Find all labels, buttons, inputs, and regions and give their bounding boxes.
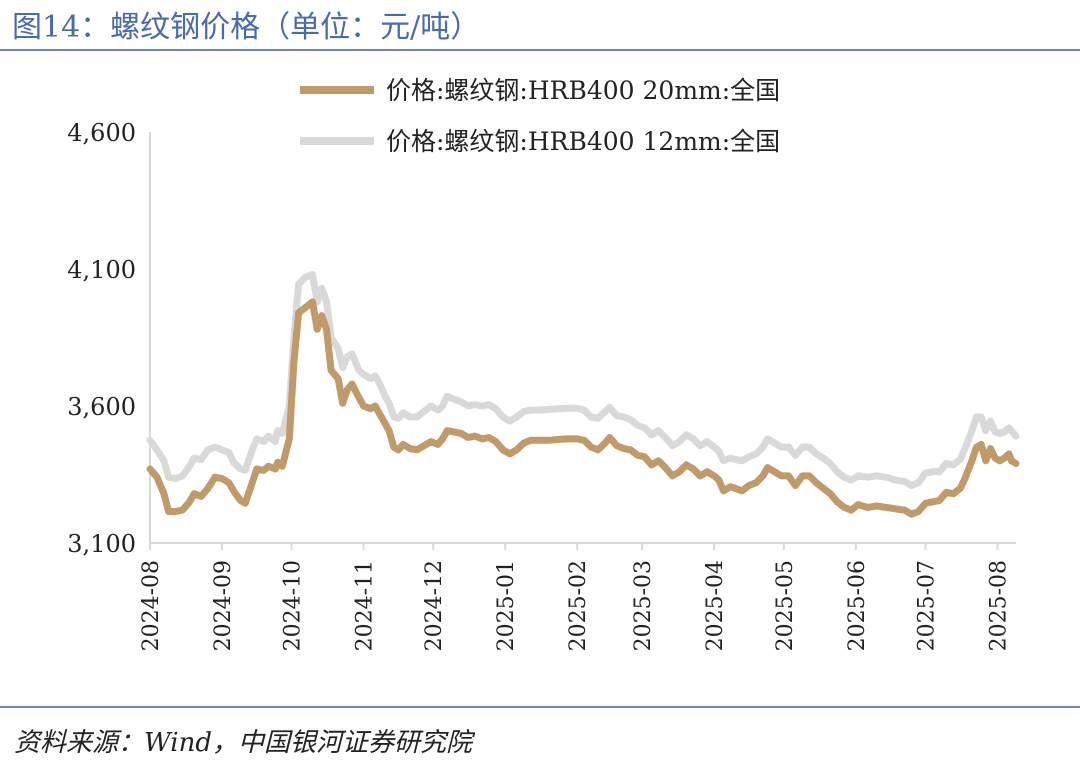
x-tick-label: 2025-06 (845, 560, 870, 651)
x-tick-label: 2025-04 (703, 560, 728, 651)
legend: 价格:螺纹钢:HRB400 20mm:全国 价格:螺纹钢:HRB400 12mm… (300, 76, 780, 156)
x-tick-label: 2024-09 (211, 560, 236, 651)
title-rule (0, 49, 1080, 51)
series-lines (146, 271, 1020, 518)
figure-title: 图14：螺纹钢价格（单位：元/吨） (12, 10, 481, 45)
x-tick-label: 2025-01 (494, 560, 519, 651)
series-line-12mm (146, 271, 1020, 489)
legend-label-12mm: 价格:螺纹钢:HRB400 12mm:全国 (386, 127, 780, 156)
x-ticks: 2024-08 2024-09 2024-10 2024-11 2024-12 2025-… (139, 543, 1011, 651)
x-tick-label: 2024-12 (422, 560, 447, 651)
line-chart: 价格:螺纹钢:HRB400 20mm:全国 价格:螺纹钢:HRB400 12mm… (67, 76, 1020, 651)
y-tick-label: 4,600 (67, 119, 136, 147)
source-note: 资料来源：Wind，中国银河证券研究院 (14, 728, 472, 758)
x-tick-label: 2025-08 (986, 560, 1011, 651)
x-tick-label: 2025-03 (631, 560, 656, 651)
x-tick-label: 2024-10 (281, 560, 306, 651)
x-tick-label: 2024-08 (139, 560, 164, 651)
source-rule (0, 706, 1080, 708)
y-tick-label: 4,100 (67, 256, 136, 284)
series-line-20mm (146, 298, 1020, 518)
y-tick-label: 3,100 (67, 530, 136, 558)
y-tick-label: 3,600 (67, 393, 136, 421)
x-tick-label: 2025-02 (566, 560, 591, 651)
x-tick-label: 2025-07 (914, 560, 939, 651)
x-tick-label: 2025-05 (773, 560, 798, 651)
legend-label-20mm: 价格:螺纹钢:HRB400 20mm:全国 (386, 76, 780, 105)
x-tick-label: 2024-11 (353, 560, 378, 651)
